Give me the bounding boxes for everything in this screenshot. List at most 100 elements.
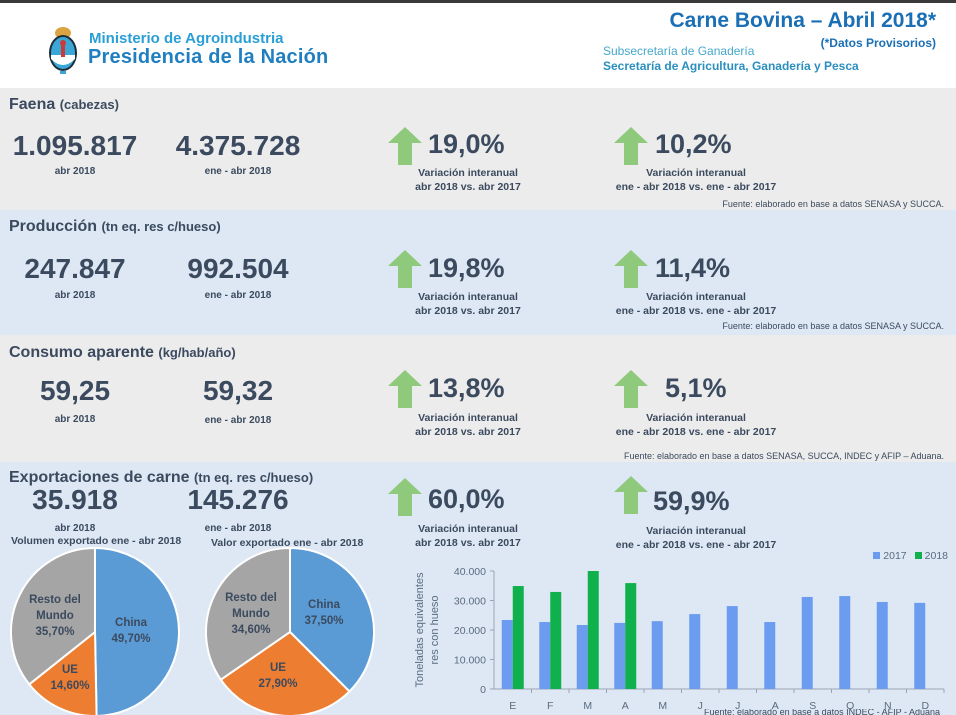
value-ytd: 145.276 [187, 484, 289, 515]
arrow-up-icon [614, 127, 648, 165]
variation-month: 19,8% [428, 253, 505, 283]
bar-chart-exports: 0 10.000 20.000 30.000 40.000 E F M A M J J A S O N D Ton… [414, 566, 945, 712]
variation-month: 60,0% [428, 484, 505, 514]
bar-2017-8 [801, 596, 813, 689]
pie-title-valor: Valor exportado ene - abr 2018 [211, 537, 364, 549]
pie-label-china: China [308, 599, 341, 611]
pie-label-resto-del-mundo: Resto del [225, 592, 277, 604]
bar-2017-2 [576, 624, 588, 689]
section-title: Consumo aparente (kg/hab/año) [9, 344, 236, 361]
legend-swatch-2018 [914, 552, 922, 559]
legend-item-2017: 2017 [873, 550, 907, 562]
x-tick-label: S [809, 700, 816, 712]
y-axis-label: Toneladas equivalentes [414, 572, 426, 687]
variation-month: 19,0% [428, 129, 505, 159]
x-tick-label: A [622, 700, 629, 712]
bar-2017-10 [876, 601, 888, 689]
pie-slice-resto-del-mundo [10, 546, 96, 686]
arrow-up-icon [614, 370, 648, 408]
presidencia-name: Presidencia de la Nación [88, 46, 329, 68]
y-tick-label: 40.000 [454, 566, 486, 578]
pie-chart-volumen: China 49,70% UE 14,60% Resto del Mundo 35,70% [10, 546, 180, 715]
x-tick-label: F [547, 700, 553, 712]
value-ytd: 4.375.728 [175, 130, 301, 161]
variation-ytd: 11,4% [655, 253, 731, 283]
arrow-up-icon [388, 478, 422, 516]
bar-2017-11 [914, 602, 926, 689]
source-note: Fuente: elaborado en base a datos SENASA… [722, 199, 944, 209]
value-month: 35.918 [32, 484, 118, 515]
x-tick-label: O [846, 700, 854, 712]
label-ytd: ene - abr 2018 [204, 290, 272, 301]
provisional-note: (*Datos Provisorios) [820, 36, 936, 50]
section-title: Faena (cabezas) [9, 96, 119, 113]
x-tick-label: E [509, 700, 516, 712]
arrow-up-icon [614, 476, 648, 514]
bar-2017-4 [651, 621, 663, 689]
ministry-name: Ministerio de Agroindustria [89, 30, 284, 47]
pie-label-ue: 14,60% [50, 680, 89, 692]
bar-2018-3 [625, 583, 637, 689]
bar-2017-3 [614, 622, 626, 689]
y-tick-label: 30.000 [454, 596, 486, 608]
x-tick-label: N [884, 700, 892, 712]
bar-2017-5 [689, 614, 701, 689]
source-note: Fuente: elaborado en base a datos SENASA… [623, 451, 944, 461]
bar-2018-2 [587, 571, 599, 689]
x-tick-label: M [583, 700, 592, 712]
coat-of-arms-logo [49, 27, 77, 74]
bar-2018-1 [550, 591, 562, 689]
header: Ministerio de Agroindustria Presidencia … [0, 3, 956, 88]
label-ytd: ene - abr 2018 [204, 415, 272, 426]
top-border [0, 0, 956, 3]
variation-month-label: Variación interanual abr 2018 vs. abr 201… [415, 167, 521, 193]
pie-label-resto-del-mundo: 35,70% [35, 626, 74, 638]
pie-chart-valor: China 37,50% UE 27,90% Resto del Mundo 34,60% [205, 546, 375, 715]
y-tick-label: 0 [480, 684, 486, 696]
source-note: Fuente: elaborado en base a datos SENASA… [722, 321, 944, 331]
arrow-up-icon [388, 250, 422, 288]
pie-label-resto-del-mundo: Resto del [29, 594, 81, 606]
y-tick-label: 10.000 [454, 655, 486, 667]
pie-label-ue: 27,90% [258, 678, 297, 690]
chart-source-note: Fuente: elaborado en base a datos INDEC … [704, 709, 940, 715]
arrow-up-icon [614, 250, 648, 288]
variation-month-label: Variación interanual abr 2018 vs. abr 201… [415, 412, 521, 438]
value-ytd: 59,32 [202, 375, 274, 406]
variation-ytd: 5,1% [665, 373, 727, 403]
bar-2017-1 [539, 622, 551, 689]
label-month: abr 2018 [54, 414, 96, 425]
section-consumo: Consumo aparente (kg/hab/año) 59,25 abr … [0, 335, 956, 462]
section-faena: Faena (cabezas) 1.095.817 abr 2018 4.375… [0, 88, 956, 210]
y-axis-label: res con hueso [429, 595, 441, 664]
legend-item-2018: 2018 [914, 550, 948, 562]
pie-label-ue: UE [270, 662, 286, 674]
section-title: Producción (tn eq. res c/hueso) [9, 218, 221, 235]
variation-ytd: 59,9% [653, 486, 730, 516]
label-month: abr 2018 [54, 166, 96, 177]
variation-ytd-label: Variación interanual ene - abr 2018 vs. e… [615, 167, 777, 193]
section-title: Exportaciones de carne (tn eq. res c/hue… [9, 469, 314, 486]
variation-ytd-label: Variación interanual ene - abr 2018 vs. e… [615, 291, 777, 317]
section-produccion: Producción (tn eq. res c/hueso) 247.847 … [0, 210, 956, 335]
pie-slice-china [94, 546, 180, 715]
subsecretaria-name: Subsecretaría de Ganadería [603, 44, 755, 58]
variation-month-label: Variación interanual abr 2018 vs. abr 201… [415, 523, 521, 549]
secretaria-name: Secretaría de Agricultura, Ganadería y P… [603, 59, 859, 73]
legend-swatch-2017 [873, 552, 881, 559]
pie-label-china: China [115, 617, 148, 629]
value-ytd: 992.504 [187, 253, 289, 284]
pie-slice-ue [27, 629, 98, 715]
variation-ytd-label: Variación interanual ene - abr 2018 vs. e… [615, 525, 777, 551]
variation-ytd-label: Variación interanual ene - abr 2018 vs. e… [615, 412, 777, 438]
pie-label-resto-del-mundo: 34,60% [231, 624, 270, 636]
page-title: Carne Bovina – Abril 2018* [669, 9, 937, 32]
label-ytd: ene - abr 2018 [204, 523, 272, 534]
value-month: 59,25 [39, 375, 111, 406]
label-month: abr 2018 [54, 523, 96, 534]
value-month: 1.095.817 [12, 130, 138, 161]
variation-ytd: 10,2% [655, 129, 732, 159]
x-tick-label: J [735, 700, 740, 712]
pie-label-china: 49,70% [111, 633, 150, 645]
x-tick-label: M [658, 700, 667, 712]
